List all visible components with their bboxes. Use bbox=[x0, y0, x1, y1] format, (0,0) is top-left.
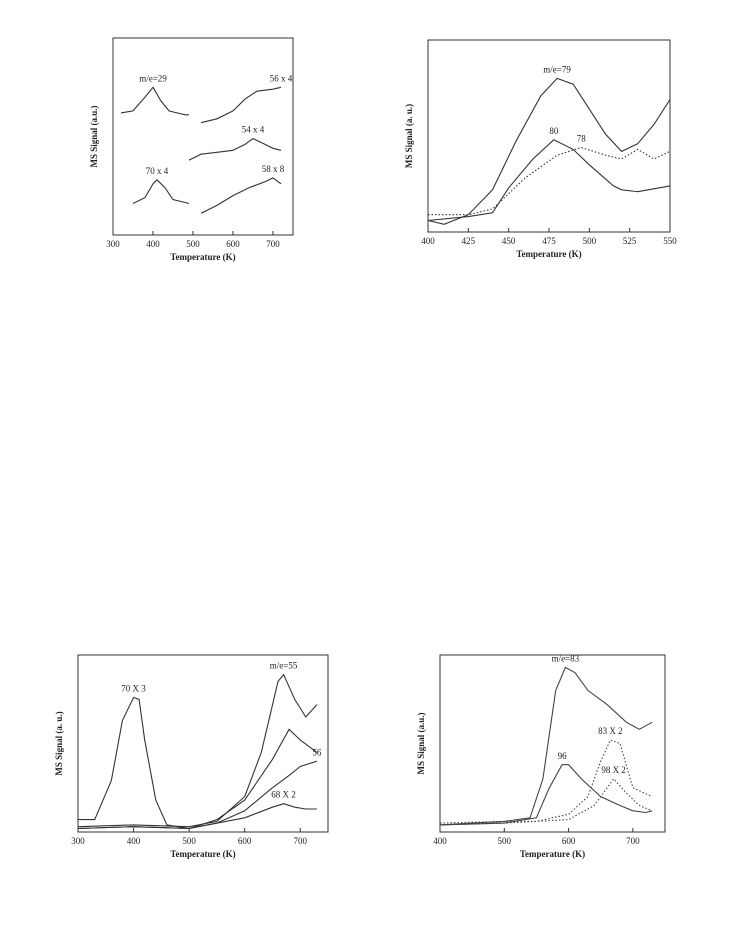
y-axis-label: MS Signal (a. u.) bbox=[404, 104, 414, 168]
plot-frame bbox=[439, 654, 666, 833]
series-label: 80 bbox=[549, 126, 559, 136]
x-tick-label: 500 bbox=[186, 239, 200, 249]
x-tick-label: 475 bbox=[542, 236, 556, 246]
x-tick-label: 525 bbox=[623, 236, 637, 246]
x-tick-label: 400 bbox=[146, 239, 160, 249]
series-label: m/e=83 bbox=[552, 653, 580, 663]
series-line bbox=[439, 778, 653, 826]
x-axis-label: Temperature (K) bbox=[170, 252, 235, 262]
series-label: m/e=55 bbox=[270, 661, 298, 671]
series-label: 54 x 4 bbox=[242, 125, 265, 135]
series-line bbox=[120, 86, 189, 116]
plot-frame bbox=[112, 37, 294, 236]
series-line bbox=[200, 177, 282, 214]
plot-frame bbox=[77, 654, 329, 833]
x-tick-label: 600 bbox=[226, 239, 240, 249]
series-label: 56 x 4 bbox=[270, 73, 293, 83]
series-label: 58 x 8 bbox=[262, 164, 285, 174]
x-tick-label: 700 bbox=[626, 836, 640, 846]
x-tick-label: 400 bbox=[433, 836, 447, 846]
x-tick-label: 500 bbox=[498, 836, 512, 846]
x-tick-label: 600 bbox=[238, 836, 252, 846]
x-tick-label: 400 bbox=[421, 236, 435, 246]
series-label: 78 bbox=[577, 134, 587, 144]
series-line bbox=[78, 696, 318, 830]
series-label: 56 bbox=[312, 747, 322, 757]
series-line bbox=[188, 137, 282, 161]
series-line bbox=[427, 77, 671, 225]
series-label: m/e=29 bbox=[139, 73, 167, 83]
x-tick-label: 425 bbox=[462, 236, 476, 246]
series-label: 98 X 2 bbox=[601, 765, 626, 775]
y-axis-label: MS Signal (a.u.) bbox=[89, 105, 99, 167]
x-tick-label: 600 bbox=[562, 836, 576, 846]
series-label: m/e=79 bbox=[543, 64, 571, 74]
series-line bbox=[77, 803, 317, 830]
series-label: 70 X 3 bbox=[121, 684, 146, 694]
series-line bbox=[439, 666, 653, 826]
x-tick-label: 400 bbox=[127, 836, 141, 846]
x-tick-label: 550 bbox=[663, 236, 677, 246]
y-axis-label: MS Signal (a. u.) bbox=[54, 711, 64, 775]
x-tick-label: 500 bbox=[182, 836, 196, 846]
series-line bbox=[439, 739, 653, 824]
series-line bbox=[132, 179, 190, 205]
x-tick-label: 700 bbox=[293, 836, 307, 846]
x-tick-label: 300 bbox=[106, 239, 120, 249]
x-axis-label: Temperature (K) bbox=[520, 849, 585, 859]
x-tick-label: 700 bbox=[266, 239, 280, 249]
series-line bbox=[200, 86, 282, 124]
y-axis-label: MS Signal (a.u.) bbox=[416, 712, 426, 774]
series-line bbox=[427, 139, 671, 222]
series-label: 96 bbox=[558, 751, 568, 761]
series-line bbox=[439, 764, 653, 826]
series-line bbox=[428, 146, 671, 216]
series-label: 83 X 2 bbox=[598, 726, 623, 736]
x-axis-label: Temperature (K) bbox=[170, 849, 235, 859]
x-tick-label: 450 bbox=[502, 236, 516, 246]
x-tick-label: 500 bbox=[583, 236, 597, 246]
series-label: 68 X 2 bbox=[271, 790, 296, 800]
series-line bbox=[77, 673, 318, 828]
x-axis-label: Temperature (K) bbox=[516, 249, 581, 259]
x-tick-label: 300 bbox=[71, 836, 85, 846]
series-label: 70 x 4 bbox=[146, 166, 169, 176]
